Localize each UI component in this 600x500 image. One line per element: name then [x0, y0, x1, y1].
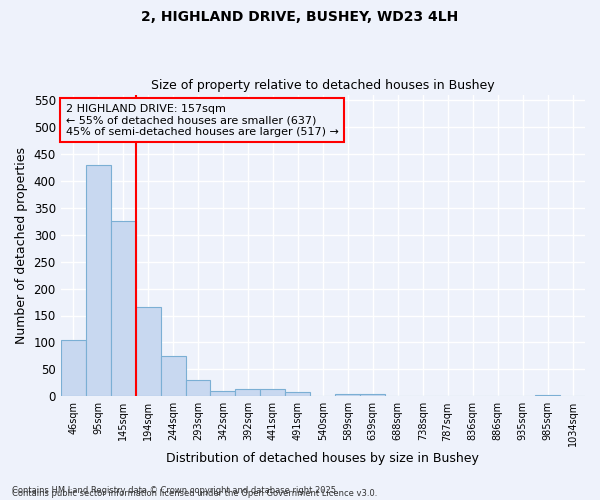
Bar: [286, 392, 310, 396]
Bar: [86, 164, 110, 396]
Bar: [360, 394, 385, 396]
Bar: [335, 394, 360, 396]
Bar: [235, 390, 260, 396]
X-axis label: Distribution of detached houses by size in Bushey: Distribution of detached houses by size …: [166, 452, 479, 465]
Bar: [211, 391, 235, 396]
Text: Contains HM Land Registry data © Crown copyright and database right 2025.: Contains HM Land Registry data © Crown c…: [12, 486, 338, 495]
Bar: [161, 356, 185, 397]
Text: 2 HIGHLAND DRIVE: 157sqm
← 55% of detached houses are smaller (637)
45% of semi-: 2 HIGHLAND DRIVE: 157sqm ← 55% of detach…: [66, 104, 339, 137]
Bar: [61, 340, 86, 396]
Text: 2, HIGHLAND DRIVE, BUSHEY, WD23 4LH: 2, HIGHLAND DRIVE, BUSHEY, WD23 4LH: [142, 10, 458, 24]
Bar: [185, 380, 211, 396]
Bar: [260, 390, 286, 396]
Bar: [110, 221, 136, 396]
Title: Size of property relative to detached houses in Bushey: Size of property relative to detached ho…: [151, 79, 494, 92]
Text: Contains public sector information licensed under the Open Government Licence v3: Contains public sector information licen…: [12, 488, 377, 498]
Bar: [136, 308, 161, 396]
Y-axis label: Number of detached properties: Number of detached properties: [15, 147, 28, 344]
